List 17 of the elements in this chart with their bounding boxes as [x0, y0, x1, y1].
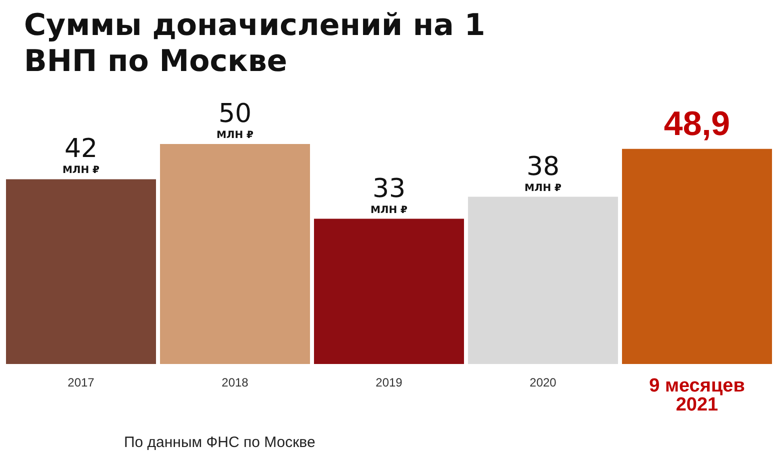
data-label: 50 МЛН ₽	[216, 99, 254, 141]
x-tick-label: 2018	[222, 376, 249, 390]
text: По данным ФНС по Москве	[124, 434, 316, 451]
bar	[314, 218, 464, 364]
bar	[622, 148, 772, 364]
bar	[160, 144, 310, 364]
data-label: 33 МЛН ₽	[370, 174, 408, 216]
x-tick-label: 2020	[530, 376, 557, 390]
chart-title: Суммы доначислений на 1 ВНП по Москве	[24, 8, 486, 80]
bar	[468, 196, 618, 364]
data-label: 38 МЛН ₽	[524, 152, 562, 194]
x-tick-label: 2019	[376, 376, 403, 390]
bar	[6, 179, 156, 364]
data-label: 42 МЛН ₽	[62, 134, 100, 176]
x-tick-label: 2017	[68, 376, 95, 390]
x-tick-label: 9 месяцев 2021	[649, 375, 745, 416]
data-label: 48,9	[664, 104, 730, 143]
